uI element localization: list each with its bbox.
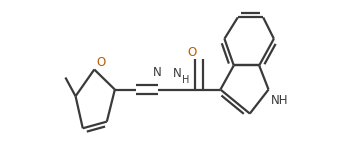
Text: H: H bbox=[182, 75, 189, 85]
Text: N: N bbox=[153, 66, 162, 79]
Text: O: O bbox=[188, 46, 197, 59]
Text: N: N bbox=[173, 67, 182, 80]
Text: O: O bbox=[96, 56, 106, 69]
Text: NH: NH bbox=[271, 94, 288, 107]
